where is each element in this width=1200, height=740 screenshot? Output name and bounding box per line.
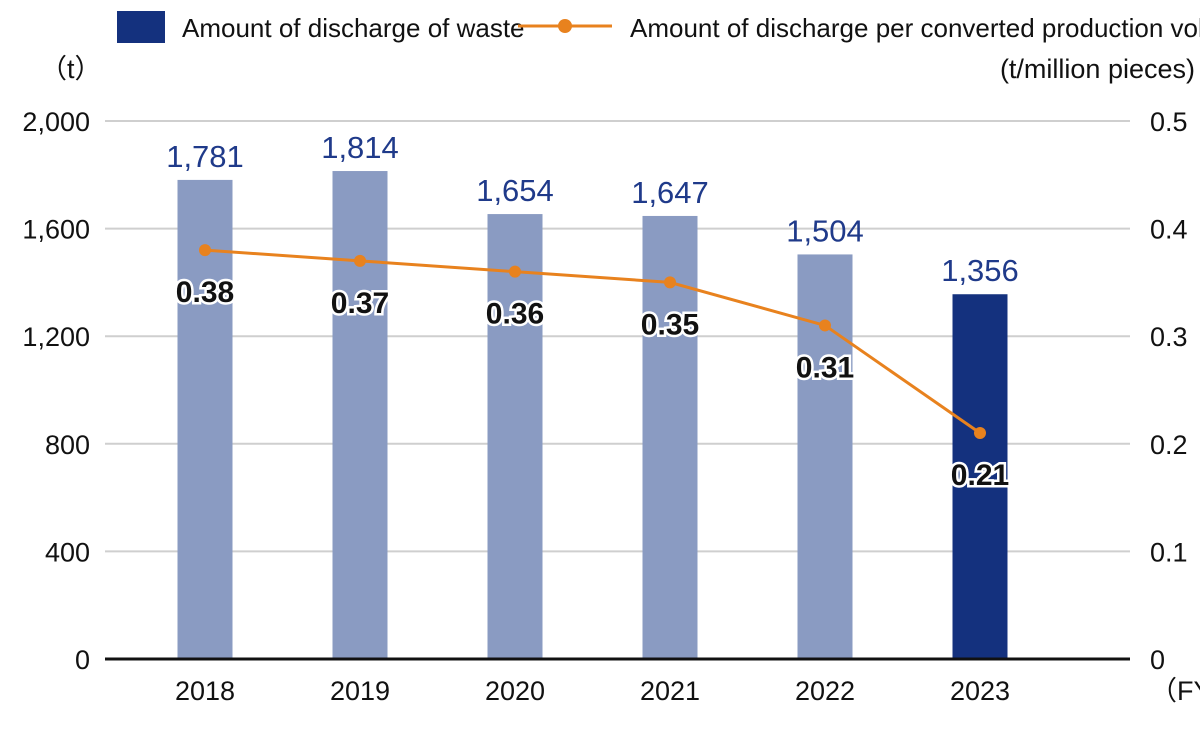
right-tick-label: 0.3 (1150, 322, 1188, 352)
line-point (509, 265, 521, 278)
x-tick-label: 2020 (485, 676, 545, 706)
line-value-label: 0.31 (796, 351, 854, 384)
legend: Amount of discharge of waste Amount of d… (117, 11, 1200, 43)
left-tick-label: 400 (45, 537, 90, 567)
line-point (664, 276, 676, 289)
line-value-label: 0.38 (176, 276, 234, 309)
bar (642, 215, 698, 659)
x-tick-label: 2019 (330, 676, 390, 706)
left-tick-label: 800 (45, 430, 90, 460)
left-tick-label: 0 (75, 645, 90, 675)
x-tick-label: 2021 (640, 676, 700, 706)
bar-value-label: 1,647 (631, 175, 709, 210)
right-tick-label: 0.1 (1150, 537, 1188, 567)
x-tick-label: 2023 (950, 676, 1010, 706)
bar-value-label: 1,814 (321, 130, 399, 165)
line-value-label: 0.21 (951, 459, 1009, 492)
left-tick-label: 1,200 (22, 322, 90, 352)
line-point (199, 244, 211, 257)
right-tick-label: 0.2 (1150, 430, 1188, 460)
legend-line-label: Amount of discharge per converted produc… (630, 13, 1200, 43)
x-tick-label: 2022 (795, 676, 855, 706)
line-value-label: 0.37 (331, 287, 389, 320)
x-tick-label: 2018 (175, 676, 235, 706)
left-tick-label: 1,600 (22, 215, 90, 245)
legend-line-marker (558, 19, 572, 33)
left-axis-unit: （t） (40, 54, 102, 84)
right-tick-label: 0.4 (1150, 215, 1188, 245)
bar-value-label: 1,356 (941, 253, 1019, 288)
right-tick-label: 0.5 (1150, 107, 1188, 137)
right-axis-unit: (t/million pieces) (1000, 54, 1195, 84)
line-point (974, 427, 986, 440)
line-point (819, 319, 831, 332)
bar (487, 214, 543, 659)
legend-bar-label: Amount of discharge of waste (182, 13, 525, 43)
left-tick-label: 2,000 (22, 107, 90, 137)
bar (952, 294, 1008, 659)
line-point (354, 254, 366, 267)
bar-value-label: 1,781 (166, 139, 244, 174)
bar-value-label: 1,654 (476, 173, 554, 208)
bar (332, 171, 388, 659)
line-value-label: 0.35 (641, 308, 699, 341)
legend-bar-swatch (117, 11, 165, 43)
bar-value-label: 1,504 (786, 213, 864, 248)
bar (177, 179, 233, 659)
line-value-label: 0.36 (486, 298, 544, 331)
bar (797, 254, 853, 659)
line-series (204, 248, 981, 435)
x-axis-label: （FY） (1150, 676, 1200, 706)
right-tick-label: 0 (1150, 645, 1165, 675)
